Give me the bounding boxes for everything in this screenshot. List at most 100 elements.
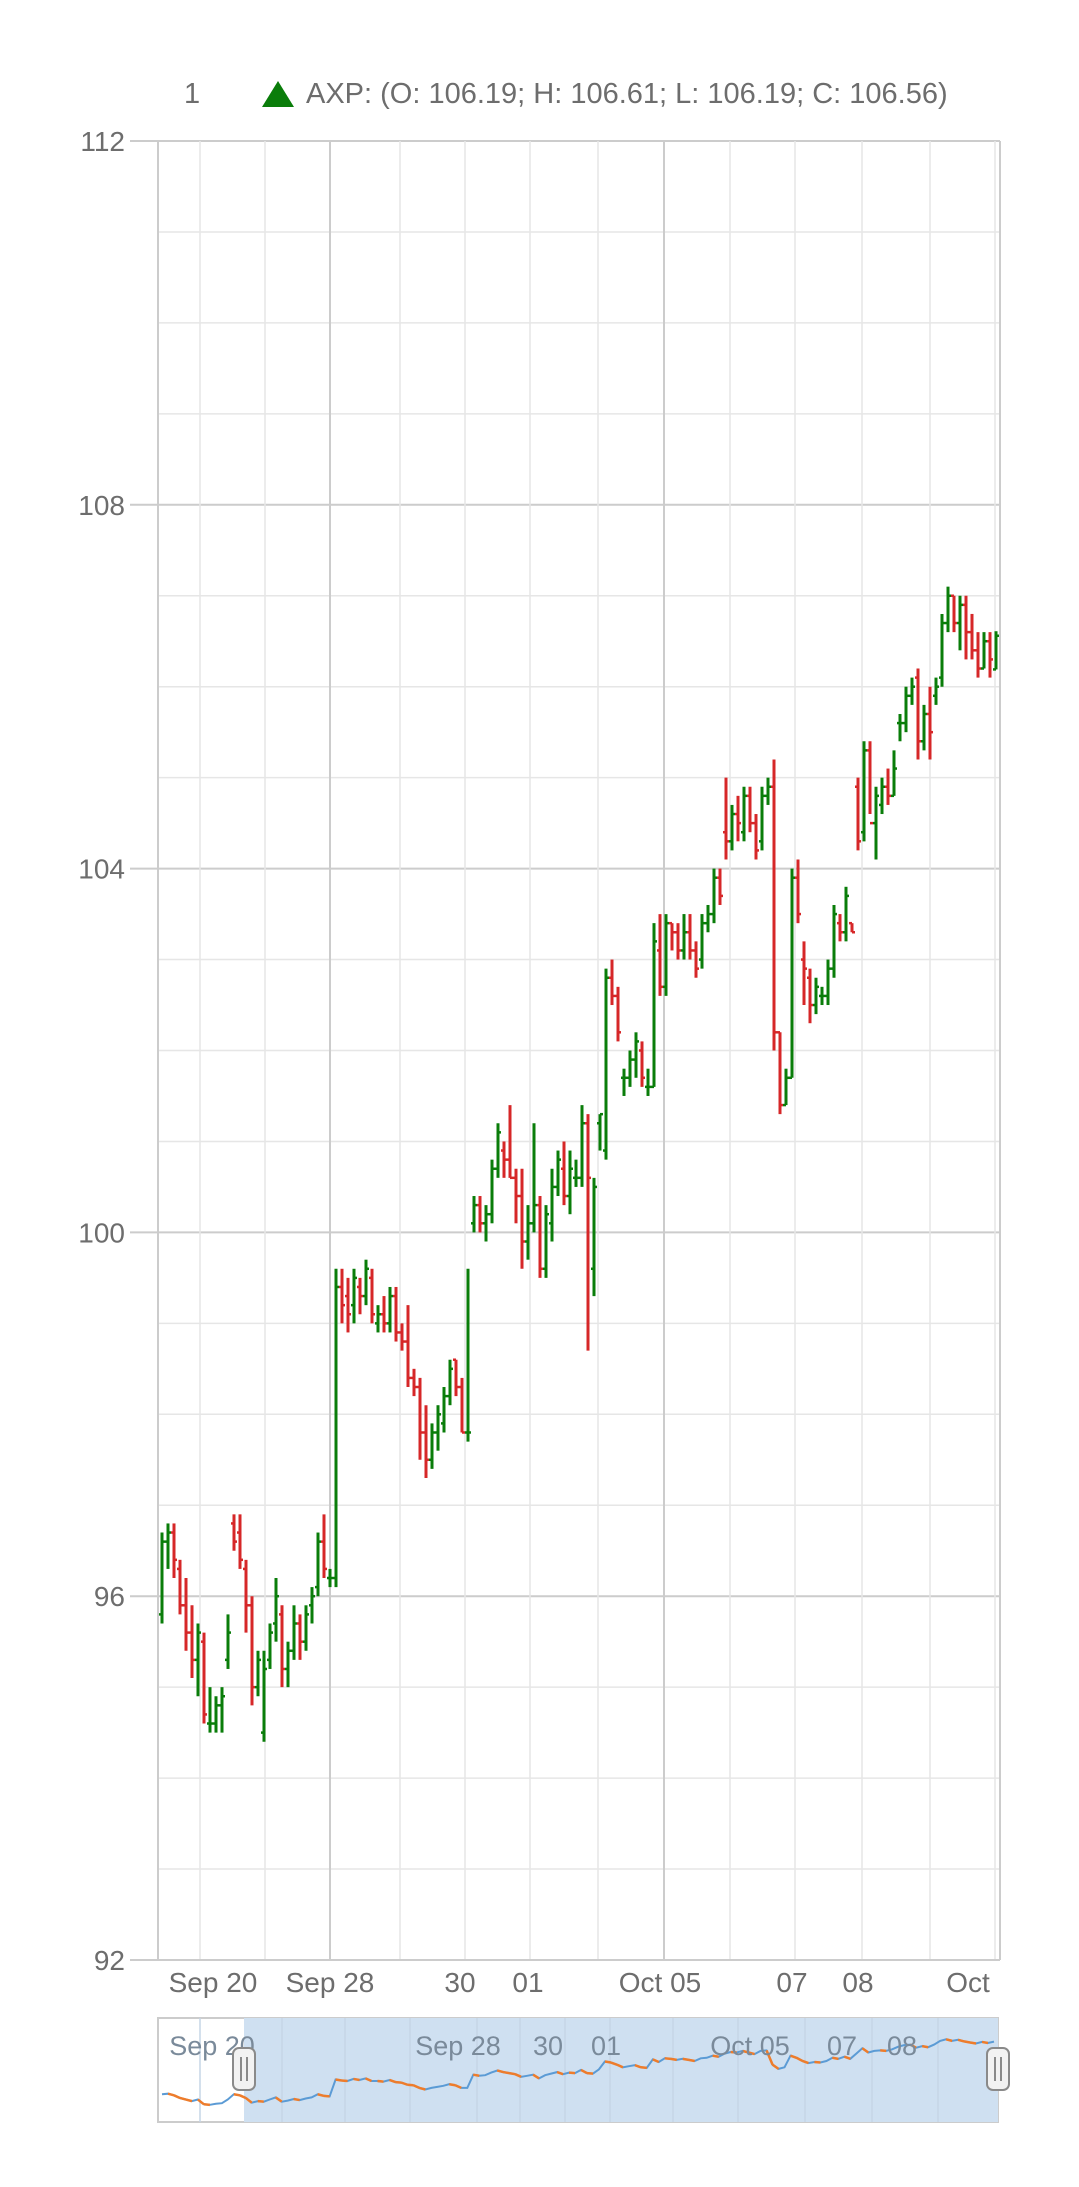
ohlc-bar-down [537, 1196, 543, 1278]
ohlc-bar-up [465, 1268, 471, 1442]
ohlc-bar-down [969, 613, 975, 660]
grid-lines [157, 140, 1001, 1961]
navigator-down-segment [963, 2040, 971, 2044]
ohlc-bar-up [285, 1641, 291, 1688]
ohlc-bars [159, 586, 999, 1742]
navigator-down-segment [921, 2044, 929, 2049]
navigator-tick-label: 07 [827, 2031, 857, 2061]
navigator-down-segment [832, 2056, 839, 2061]
navigator-down-segment [586, 2071, 594, 2075]
ohlc-bar-down [561, 1141, 567, 1206]
y-tick-label: 112 [80, 126, 125, 157]
navigator-down-segment [454, 2084, 462, 2090]
ohlc-bar-up [207, 1687, 213, 1733]
navigator-down-segment [670, 2057, 677, 2062]
navigator-down-segment [802, 2059, 809, 2065]
x-tick-label: 07 [776, 1967, 807, 1998]
ohlc-bar-up [981, 632, 987, 670]
navigator-down-segment [742, 2049, 749, 2054]
ohlc-bar-up [435, 1405, 441, 1451]
ohlc-bar-up [291, 1605, 297, 1660]
navigator-down-segment [293, 2097, 300, 2102]
y-tick-label: 96 [94, 1581, 125, 1612]
ohlc-bar-down [513, 1168, 519, 1224]
ohlc-bar-up [891, 750, 897, 798]
ohlc-bar-up [573, 1159, 579, 1187]
ohlc-bar-up [993, 631, 999, 671]
ohlc-bar-up [663, 914, 669, 996]
ohlc-bar-down [777, 1031, 783, 1115]
navigator-right-handle-icon[interactable] [986, 2047, 1010, 2091]
y-tick-label: 104 [78, 854, 125, 885]
navigator-down-segment [419, 2086, 426, 2091]
up-arrow-icon [262, 81, 294, 107]
navigator-down-segment [377, 2079, 384, 2083]
ohlc-bar-down [927, 686, 933, 760]
ohlc-bar-up [579, 1105, 585, 1187]
y-tick-label: 100 [78, 1217, 125, 1248]
navigator-down-segment [945, 2038, 953, 2043]
ohlc-bar-down [717, 868, 723, 905]
ohlc-bar-up [921, 704, 927, 751]
ohlc-bar-up [219, 1687, 225, 1733]
ohlc-bar-down [987, 632, 993, 678]
ohlc-bar-up [843, 886, 849, 942]
ohlc-bar-up [255, 1650, 261, 1697]
navigator-down-segment [473, 2073, 480, 2077]
ohlc-bar-up [447, 1359, 453, 1406]
ohlc-bar-down [405, 1305, 411, 1388]
ohlc-bar-up [933, 677, 939, 705]
ohlc-bar-down [369, 1268, 375, 1324]
ohlc-bar-up [591, 1177, 597, 1297]
navigator-down-segment [640, 2066, 647, 2070]
navigator-left-handle-icon[interactable] [232, 2047, 256, 2091]
navigator-down-segment [652, 2058, 660, 2064]
ohlc-bar-up [471, 1196, 477, 1233]
ohlc-bar-up [261, 1650, 267, 1742]
handle-body[interactable] [232, 2047, 256, 2091]
navigator-down-segment [317, 2093, 324, 2098]
ohlc-bar-down [615, 986, 621, 1042]
ohlc-bar-up [783, 1068, 789, 1107]
navigator-down-segment [185, 2098, 193, 2103]
navigator-down-segment [730, 2050, 737, 2054]
ohlc-bar-down [177, 1559, 183, 1615]
ohlc-bar-down [669, 921, 675, 951]
ohlc-bar-up [699, 914, 705, 969]
navigator-down-segment [981, 2040, 989, 2045]
handle-body[interactable] [986, 2047, 1010, 2091]
ohlc-bar-down [507, 1105, 513, 1180]
ohlc-bar-down [675, 923, 681, 960]
ohlc-bar-up [327, 1568, 333, 1588]
ohlc-bar-up [819, 986, 825, 1006]
ohlc-bar-down [747, 786, 753, 833]
navigator-down-segment [556, 2070, 564, 2076]
ohlc-bar-up [159, 1532, 165, 1624]
navigator-down-segment [167, 2092, 175, 2097]
navigator-down-segment [365, 2077, 373, 2083]
navigator-down-segment [239, 2094, 247, 2100]
navigator-tick-label: 08 [887, 2031, 917, 2061]
ohlc-bar-down [345, 1277, 351, 1333]
navigator-down-segment [257, 2099, 264, 2103]
ohlc-bar-up [549, 1168, 555, 1242]
ohlc-bar-up [273, 1578, 279, 1642]
navigator-down-segment [634, 2064, 642, 2069]
navigator-tick-label: 30 [533, 2031, 563, 2061]
ohlc-bar-down [171, 1523, 177, 1579]
ohlc-bar-up [603, 968, 609, 1160]
ohlc-bar-down [279, 1605, 285, 1688]
navigator-down-segment [197, 2098, 205, 2106]
navigator-down-segment [664, 2057, 671, 2061]
navigator-down-segment [395, 2080, 402, 2084]
ohlc-bar-up [645, 1068, 651, 1096]
ohlc-bar-down [657, 914, 663, 996]
ohlc-bar-down [519, 1168, 525, 1269]
navigator-down-segment [610, 2061, 618, 2066]
ohlc-bar-up [759, 786, 765, 851]
navigator-down-segment [880, 2049, 887, 2053]
ohlc-bar-up [945, 586, 951, 633]
navigator[interactable]: Sep 20 Sep 28 30 01 Oct 05 07 08 [157, 2017, 1010, 2123]
ohlc-bar-up [351, 1268, 357, 1324]
